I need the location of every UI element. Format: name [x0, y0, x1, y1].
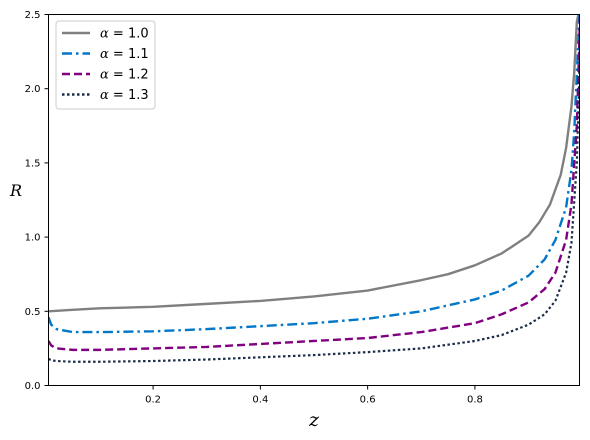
- x-axis-ticks: 0.2 0.4 0.6 0.8: [145, 385, 483, 406]
- y-tick-label: 1.0: [25, 233, 41, 244]
- y-axis-ticks: 0.0 0.5 1.0 1.5 2.0 2.5: [25, 10, 49, 392]
- y-tick-label: 2.0: [25, 84, 41, 95]
- series-line-3: [48, 14, 580, 352]
- y-tick-label: 2.5: [25, 10, 41, 21]
- legend-label-4: α = 1.3: [100, 88, 149, 103]
- x-axis-label: z: [308, 409, 320, 431]
- plot-frame: [48, 14, 580, 386]
- x-tick-label: 0.8: [467, 395, 483, 406]
- series-line-4: [48, 14, 580, 363]
- series-line-2: [48, 14, 580, 334]
- x-tick-label: 0.6: [360, 395, 376, 406]
- legend-label-1: α = 1.0: [100, 27, 149, 42]
- y-tick-label: 0.0: [25, 381, 41, 392]
- plot-lines: [48, 14, 580, 363]
- x-tick-label: 0.2: [145, 395, 161, 406]
- y-tick-label: 0.5: [25, 307, 41, 318]
- legend-label-2: α = 1.1: [100, 47, 149, 62]
- x-tick-label: 0.4: [252, 395, 268, 406]
- legend-box: [55, 20, 156, 110]
- series-line-1: [48, 14, 580, 313]
- legend: α = 1.0 α = 1.1 α = 1.2 α = 1.3: [55, 20, 156, 110]
- y-axis-label: R: [9, 181, 22, 200]
- legend-label-3: α = 1.2: [100, 68, 149, 83]
- y-tick-label: 1.5: [25, 158, 41, 169]
